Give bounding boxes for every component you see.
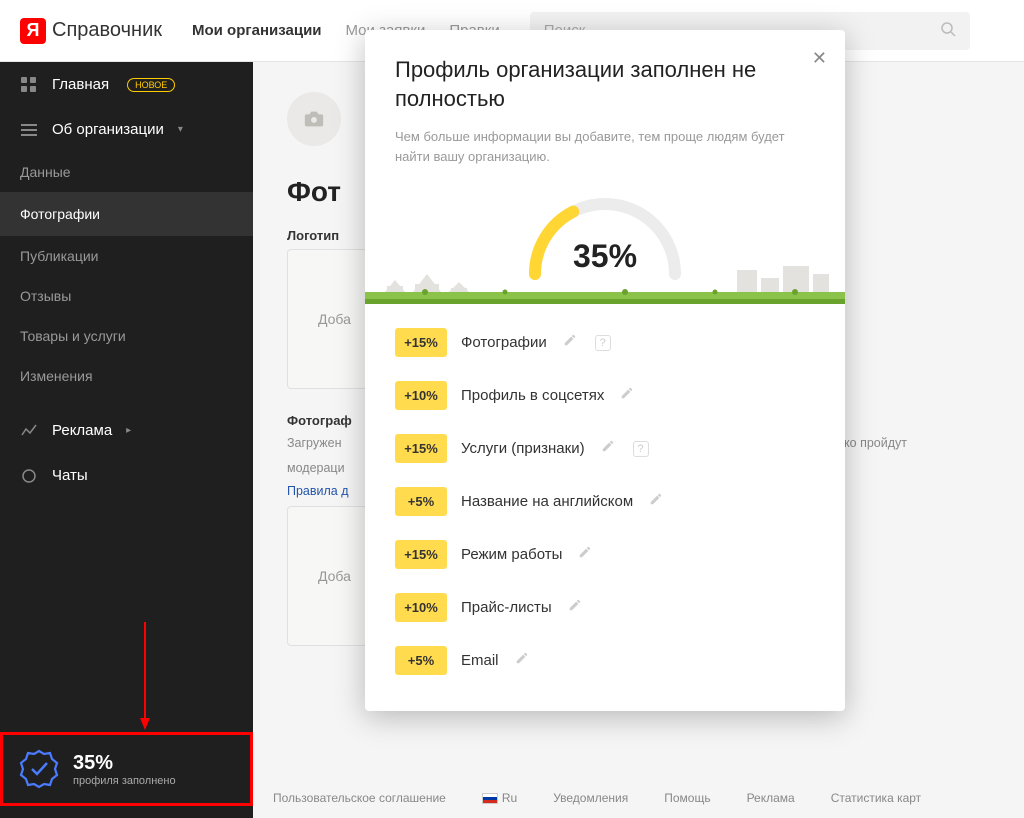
- chevron-down-icon: ▾: [178, 124, 183, 135]
- sidebar-item-home[interactable]: Главная НОВОЕ: [0, 62, 253, 107]
- sidebar-home-label: Главная: [52, 76, 109, 93]
- footer-agreement[interactable]: Пользовательское соглашение: [273, 791, 446, 805]
- sidebar-sub-posts[interactable]: Публикации: [0, 236, 253, 276]
- pencil-icon: [568, 598, 582, 617]
- help-icon[interactable]: ?: [595, 335, 611, 351]
- pencil-icon: [601, 439, 615, 458]
- ru-flag-icon: [482, 793, 498, 804]
- profile-completeness-widget[interactable]: 35% профиля заполнено: [0, 732, 253, 806]
- completion-gauge: 35%: [365, 184, 845, 304]
- sidebar-about-label: Об организации: [52, 121, 164, 138]
- skyline-illustration: [365, 252, 845, 304]
- sidebar-ads-label: Реклама: [52, 422, 112, 439]
- brand-name: Справочник: [52, 19, 162, 42]
- task-label: Профиль в соцсетях: [461, 387, 604, 404]
- sidebar-sub-photos[interactable]: Фотографии: [0, 192, 253, 236]
- bonus-badge: +5%: [395, 646, 447, 675]
- bonus-badge: +10%: [395, 381, 447, 410]
- completion-task[interactable]: +10% Профиль в соцсетях: [395, 369, 815, 422]
- sidebar-chats-label: Чаты: [52, 467, 88, 484]
- brand-logo[interactable]: Я Справочник: [20, 18, 162, 44]
- sidebar: Главная НОВОЕ Об организации ▾ Данные Фо…: [0, 62, 253, 818]
- search-icon: [940, 21, 956, 41]
- sidebar-item-about[interactable]: Об организации ▾: [0, 107, 253, 152]
- pencil-icon: [620, 386, 634, 405]
- chat-icon: [20, 468, 38, 484]
- bonus-badge: +10%: [395, 593, 447, 622]
- bonus-badge: +15%: [395, 540, 447, 569]
- sidebar-item-ads[interactable]: Реклама ▸: [0, 408, 253, 453]
- bonus-badge: +5%: [395, 487, 447, 516]
- pencil-icon: [515, 651, 529, 670]
- chevron-right-icon: ▸: [126, 425, 131, 436]
- grid-icon: [20, 77, 38, 93]
- sidebar-sub-goods[interactable]: Товары и услуги: [0, 316, 253, 356]
- bonus-badge: +15%: [395, 434, 447, 463]
- footer-notifications[interactable]: Уведомления: [553, 791, 628, 805]
- close-icon[interactable]: ✕: [812, 48, 827, 69]
- camera-icon: [303, 108, 325, 130]
- completion-task[interactable]: +5% Email: [395, 634, 815, 687]
- completion-task[interactable]: +15% Фотографии?: [395, 316, 815, 369]
- modal-description: Чем больше информации вы добавите, тем п…: [395, 127, 815, 166]
- completion-task-list: +15% Фотографии? +10% Профиль в соцсетях +15…: [395, 316, 815, 687]
- profile-completion-modal: ✕ Профиль организации заполнен не полнос…: [365, 30, 845, 711]
- footer: Пользовательское соглашение Ru Уведомлен…: [253, 778, 1024, 818]
- help-icon[interactable]: ?: [633, 441, 649, 457]
- widget-subtitle: профиля заполнено: [73, 775, 176, 787]
- pencil-icon: [563, 333, 577, 352]
- sidebar-sub-reviews[interactable]: Отзывы: [0, 276, 253, 316]
- pencil-icon: [649, 492, 663, 511]
- sidebar-item-chats[interactable]: Чаты: [0, 453, 253, 498]
- chart-icon: [20, 423, 38, 439]
- footer-ads[interactable]: Реклама: [747, 791, 795, 805]
- task-label: Услуги (признаки): [461, 440, 585, 457]
- task-label: Email: [461, 652, 499, 669]
- bonus-badge: +15%: [395, 328, 447, 357]
- modal-title: Профиль организации заполнен не полность…: [395, 56, 815, 113]
- upload-add-label2: Доба: [318, 568, 351, 584]
- logo-upload-box[interactable]: Доба: [287, 249, 367, 389]
- task-label: Режим работы: [461, 546, 562, 563]
- completion-task[interactable]: +5% Название на английском: [395, 475, 815, 528]
- completion-task[interactable]: +15% Услуги (признаки)?: [395, 422, 815, 475]
- sidebar-sub-changes[interactable]: Изменения: [0, 356, 253, 396]
- task-label: Название на английском: [461, 493, 633, 510]
- photos-upload-box[interactable]: Доба: [287, 506, 367, 646]
- upload-add-label: Доба: [318, 311, 351, 327]
- footer-mapstats[interactable]: Статистика карт: [831, 791, 921, 805]
- completion-task[interactable]: +10% Прайс-листы: [395, 581, 815, 634]
- nav-my-orgs[interactable]: Мои организации: [192, 22, 322, 39]
- widget-percent: 35%: [73, 752, 176, 775]
- completion-task[interactable]: +15% Режим работы: [395, 528, 815, 581]
- task-label: Фотографии: [461, 334, 547, 351]
- footer-lang[interactable]: Ru: [482, 791, 517, 805]
- yandex-logo-icon: Я: [20, 18, 46, 44]
- list-icon: [20, 122, 38, 138]
- org-avatar[interactable]: [287, 92, 341, 146]
- annotation-arrow: [140, 622, 144, 732]
- task-label: Прайс-листы: [461, 599, 552, 616]
- sidebar-sub-data[interactable]: Данные: [0, 152, 253, 192]
- verified-badge-icon: [19, 749, 59, 789]
- new-badge: НОВОЕ: [127, 78, 175, 92]
- pencil-icon: [578, 545, 592, 564]
- footer-help[interactable]: Помощь: [664, 791, 710, 805]
